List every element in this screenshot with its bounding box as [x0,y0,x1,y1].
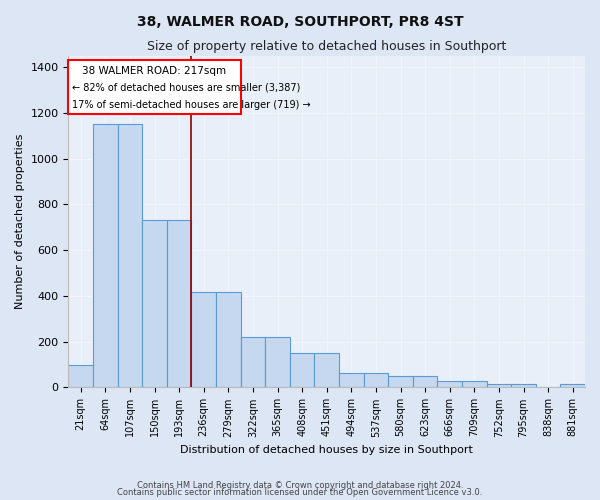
Bar [487,384,511,388]
Bar [241,337,265,388]
Bar [68,364,93,388]
Bar [437,381,462,388]
Bar [167,220,191,388]
Bar [290,353,314,388]
Bar [339,372,364,388]
Title: Size of property relative to detached houses in Southport: Size of property relative to detached ho… [147,40,506,53]
Bar [118,124,142,388]
Bar [265,337,290,388]
Text: ← 82% of detached houses are smaller (3,387): ← 82% of detached houses are smaller (3,… [72,82,301,92]
Bar [93,124,118,388]
Bar [191,292,216,388]
Text: Contains public sector information licensed under the Open Government Licence v3: Contains public sector information licen… [118,488,482,497]
Bar [560,384,585,388]
Text: 38 WALMER ROAD: 217sqm: 38 WALMER ROAD: 217sqm [82,66,227,76]
Text: 17% of semi-detached houses are larger (719) →: 17% of semi-detached houses are larger (… [72,100,311,110]
Text: Contains HM Land Registry data © Crown copyright and database right 2024.: Contains HM Land Registry data © Crown c… [137,480,463,490]
Bar [511,384,536,388]
X-axis label: Distribution of detached houses by size in Southport: Distribution of detached houses by size … [180,445,473,455]
FancyBboxPatch shape [68,60,241,114]
Bar [413,376,437,388]
Bar [364,372,388,388]
Y-axis label: Number of detached properties: Number of detached properties [15,134,25,309]
Bar [142,220,167,388]
Text: 38, WALMER ROAD, SOUTHPORT, PR8 4ST: 38, WALMER ROAD, SOUTHPORT, PR8 4ST [137,15,463,29]
Bar [462,381,487,388]
Bar [314,353,339,388]
Bar [388,376,413,388]
Bar [216,292,241,388]
